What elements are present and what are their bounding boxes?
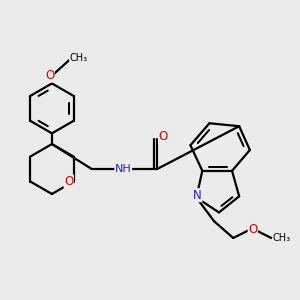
Text: O: O bbox=[158, 130, 168, 143]
Text: O: O bbox=[64, 175, 74, 188]
Text: CH₃: CH₃ bbox=[273, 233, 291, 243]
Text: NH: NH bbox=[115, 164, 132, 174]
Text: O: O bbox=[248, 223, 257, 236]
Text: CH₃: CH₃ bbox=[70, 53, 88, 64]
Text: N: N bbox=[193, 189, 202, 202]
Text: O: O bbox=[45, 69, 54, 82]
